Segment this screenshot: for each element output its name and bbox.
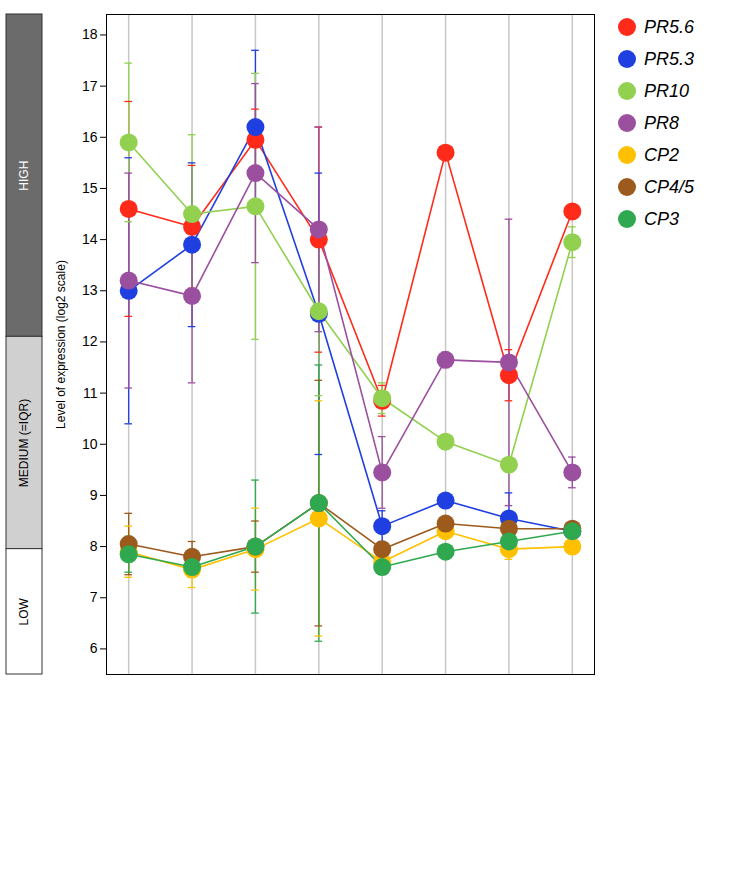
svg-text:HIGH: HIGH (17, 161, 31, 191)
svg-text:17: 17 (82, 78, 98, 94)
html-text:CP2: CP2 (644, 144, 679, 165)
svg-text:MEDIUM (=IQR): MEDIUM (=IQR) (17, 399, 31, 487)
svg-text:8: 8 (90, 538, 98, 554)
svg-text:13: 13 (82, 282, 98, 298)
svg-text:16: 16 (82, 129, 98, 145)
svg-text:18: 18 (82, 26, 98, 42)
svg-text:12: 12 (82, 333, 98, 349)
svg-text:15: 15 (82, 180, 98, 196)
svg-text:6: 6 (90, 640, 98, 656)
svg-text:9: 9 (90, 487, 98, 503)
html-text:PR8: PR8 (644, 112, 679, 133)
svg-text:11: 11 (83, 385, 98, 401)
html-text:CP4/5: CP4/5 (644, 176, 694, 197)
svg-text:7: 7 (90, 589, 98, 605)
html-text:CP3: CP3 (644, 208, 679, 229)
html-text:PR5.3: PR5.3 (644, 48, 694, 69)
svg-text:Level of expression (log2 scal: Level of expression (log2 scale) (54, 260, 68, 429)
svg-text:10: 10 (82, 436, 98, 452)
svg-text:14: 14 (82, 231, 98, 247)
svg-text:LOW: LOW (17, 597, 31, 625)
html-text:PR10: PR10 (644, 80, 689, 101)
html-text:PR5.6: PR5.6 (644, 16, 694, 37)
